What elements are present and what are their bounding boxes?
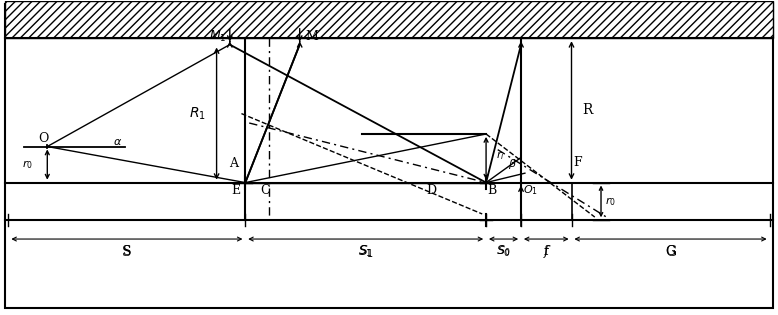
Text: C: C xyxy=(260,184,269,197)
Text: $R_1$: $R_1$ xyxy=(189,106,205,122)
Text: $S_0$: $S_0$ xyxy=(496,244,511,259)
Text: $S_1$: $S_1$ xyxy=(358,243,373,260)
Text: $M_1$: $M_1$ xyxy=(209,29,227,44)
Text: $r_i$: $r_i$ xyxy=(496,149,504,162)
Text: E: E xyxy=(231,184,240,197)
Text: F: F xyxy=(573,156,582,169)
Text: A: A xyxy=(230,157,238,170)
Text: β: β xyxy=(508,159,515,169)
Text: B: B xyxy=(488,184,497,197)
Text: M: M xyxy=(305,30,317,43)
Text: $r_0$: $r_0$ xyxy=(23,158,33,171)
Text: $S_0$: $S_0$ xyxy=(497,245,510,259)
Text: f: f xyxy=(544,245,548,258)
Bar xyxy=(5,1,773,38)
Text: S: S xyxy=(123,245,131,258)
Text: f: f xyxy=(544,245,548,258)
Text: $O_1$: $O_1$ xyxy=(523,184,538,197)
Text: O: O xyxy=(38,132,48,145)
Text: $r_0$: $r_0$ xyxy=(605,195,616,208)
Text: G: G xyxy=(665,245,675,258)
Text: G: G xyxy=(665,244,676,259)
Text: R: R xyxy=(582,103,592,117)
Text: $S_1$: $S_1$ xyxy=(359,244,373,259)
Text: S: S xyxy=(122,244,131,259)
Text: D: D xyxy=(426,184,436,197)
Text: α: α xyxy=(114,137,121,147)
